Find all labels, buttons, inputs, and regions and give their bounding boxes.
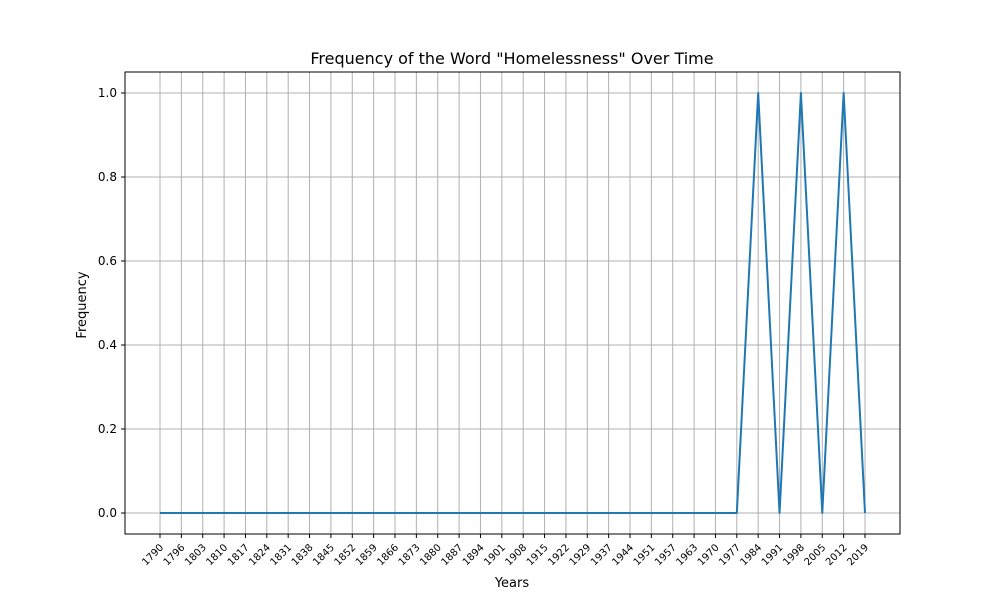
- x-tick-label: 2019: [845, 542, 871, 568]
- grid: [125, 72, 900, 534]
- x-tick-label: 1951: [632, 542, 658, 568]
- y-tick-label: 0.0: [98, 506, 117, 520]
- y-tick-label: 0.6: [98, 254, 117, 268]
- x-tick-label: 1901: [482, 542, 508, 568]
- x-tick-label: 1810: [204, 542, 230, 568]
- x-tick-label: 1922: [546, 542, 572, 568]
- y-tick-label: 0.4: [98, 338, 117, 352]
- x-tick-label: 1929: [568, 542, 594, 568]
- x-tick-label: 1859: [354, 542, 380, 568]
- x-tick-label: 1838: [290, 542, 316, 568]
- x-tick-label: 1977: [717, 542, 743, 568]
- x-tick-label: 1803: [183, 542, 209, 568]
- x-tick-label: 1970: [696, 542, 722, 568]
- x-tick-label: 1937: [589, 542, 615, 568]
- x-tick-label: 1824: [247, 542, 273, 568]
- x-tick-label: 1944: [610, 542, 636, 568]
- x-tick-label: 1796: [162, 542, 188, 568]
- x-tick-label: 1894: [461, 542, 487, 568]
- series-line: [160, 92, 866, 514]
- x-tick-label: 1873: [397, 542, 423, 568]
- x-tick-label: 1817: [226, 542, 252, 568]
- x-tick-label: 2012: [824, 542, 850, 568]
- x-tick-label: 1790: [140, 542, 166, 568]
- x-tick-label: 1852: [333, 542, 359, 568]
- x-tick-label: 1984: [739, 542, 765, 568]
- y-axis-label: Frequency: [75, 271, 90, 338]
- x-tick-label: 1887: [439, 542, 465, 568]
- series-group: [159, 92, 866, 514]
- x-tick-label: 1845: [311, 542, 337, 568]
- x-tick-label: 1908: [504, 542, 530, 568]
- y-tick-label: 1.0: [98, 86, 117, 100]
- y-tick-label: 0.8: [98, 170, 117, 184]
- x-tick-label: 1866: [375, 542, 401, 568]
- chart-title: Frequency of the Word "Homelessness" Ove…: [310, 49, 713, 68]
- x-tick-label: 1991: [760, 542, 786, 568]
- y-tick-label: 0.2: [98, 422, 117, 436]
- x-tick-label: 2005: [803, 542, 829, 568]
- plot-frame: [124, 71, 901, 535]
- x-tick-label: 1957: [653, 542, 679, 568]
- x-tick-label: 1915: [525, 542, 551, 568]
- x-axis-label: Years: [494, 576, 530, 591]
- x-tick-label: 1998: [781, 542, 807, 568]
- x-tick-label: 1880: [418, 542, 444, 568]
- x-tick-label: 1831: [269, 542, 295, 568]
- x-tick-label: 1963: [674, 542, 700, 568]
